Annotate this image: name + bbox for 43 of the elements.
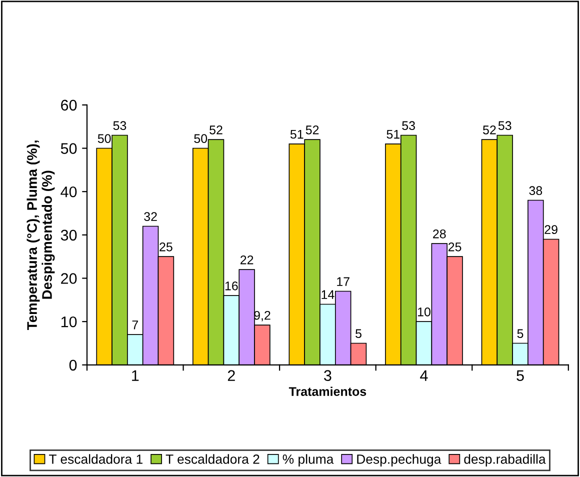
legend-label: desp.rabadilla xyxy=(464,454,546,466)
data-label: 14 xyxy=(322,290,334,299)
data-label: 52 xyxy=(210,126,222,134)
data-label: 38 xyxy=(529,186,542,196)
y-tick-label: 50 xyxy=(60,143,77,154)
y-tick-label: 40 xyxy=(60,186,77,198)
data-label: 22 xyxy=(240,255,254,264)
x-tick-label: 5 xyxy=(516,370,524,381)
data-label: 53 xyxy=(498,121,512,130)
data-label: 5 xyxy=(517,329,524,338)
data-label: 5 xyxy=(356,329,362,338)
data-label: 16 xyxy=(225,281,238,290)
data-label: 50 xyxy=(194,134,208,144)
data-label: 28 xyxy=(433,229,446,238)
data-label: 7 xyxy=(132,320,138,330)
legend-label: Desp.pechuga xyxy=(357,454,442,466)
data-label: 53 xyxy=(402,121,415,130)
data-label: 17 xyxy=(337,277,350,286)
data-label: 51 xyxy=(290,130,304,139)
data-label: 53 xyxy=(113,121,126,130)
x-tick-label: 3 xyxy=(324,370,332,381)
legend-label: T escaldadora 1 xyxy=(49,454,142,464)
x-axis-title: Tratamientos xyxy=(288,386,366,396)
data-label: 50 xyxy=(98,134,111,144)
data-label: 51 xyxy=(386,130,400,139)
y-tick-label: 60 xyxy=(61,100,77,111)
legend-label: % pluma xyxy=(282,454,334,466)
x-tick-label: 2 xyxy=(228,370,235,381)
data-label: 52 xyxy=(306,126,319,134)
y-axis-title: Temperatura (°C), Pluma (%), Despigmentado (%) xyxy=(26,140,55,330)
x-tick-label: 4 xyxy=(420,370,428,381)
data-label: 52 xyxy=(483,126,496,134)
data-label: 32 xyxy=(144,212,157,222)
data-label: 10 xyxy=(418,307,430,316)
y-tick-label: 0 xyxy=(69,360,77,371)
y-tick-label: 20 xyxy=(61,273,77,284)
y-tick-label: 30 xyxy=(60,230,77,241)
legend-label: T escaldadora 2 xyxy=(166,454,260,464)
data-label: 25 xyxy=(448,242,462,252)
data-label: 25 xyxy=(160,242,172,252)
data-label: 29 xyxy=(544,225,558,234)
y-tick-label: 10 xyxy=(61,316,77,328)
x-tick-label: 1 xyxy=(132,370,139,381)
